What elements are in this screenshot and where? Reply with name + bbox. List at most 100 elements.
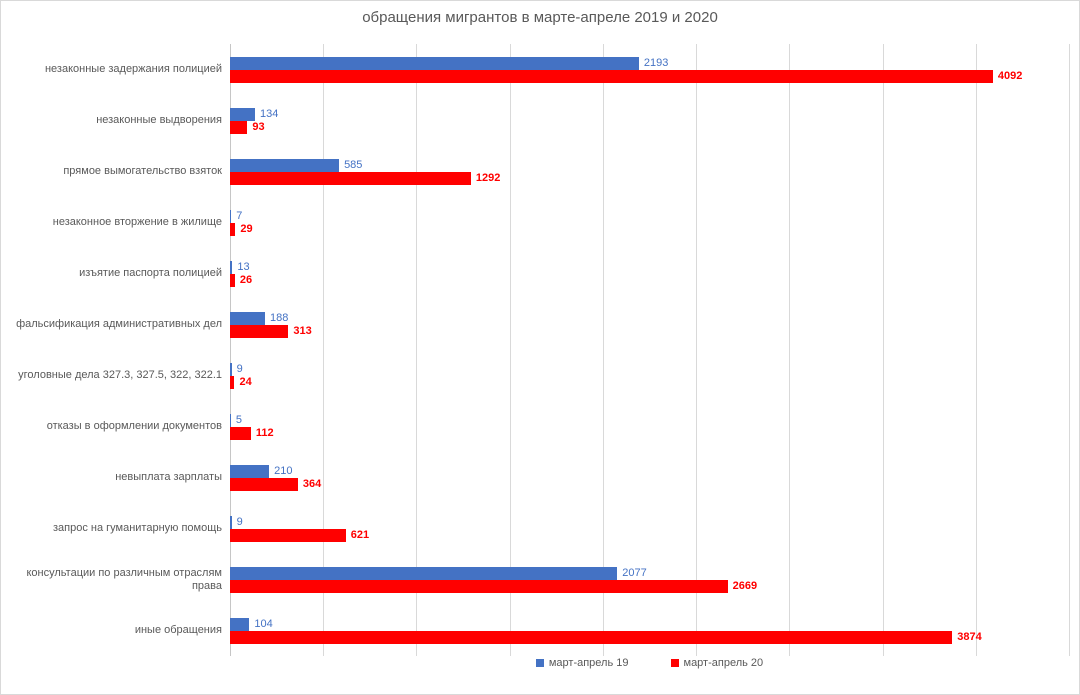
category-label: незаконное вторжение в жилище	[52, 216, 222, 229]
value-label: 621	[350, 529, 370, 541]
barline-series-1: 585	[230, 158, 1069, 172]
value-label: 112	[255, 427, 274, 439]
value-label: 93	[252, 121, 265, 133]
category-row: невыплата зарплаты 210 364	[0, 452, 1080, 503]
legend-item-series-1: март-апрель 19	[535, 657, 629, 669]
bar-март-апрель-19	[230, 464, 270, 478]
bar-март-апрель-20	[230, 579, 728, 593]
gridline	[323, 44, 325, 656]
bar-март-апрель-20	[230, 120, 248, 134]
bar-group: 210 364	[230, 464, 1069, 491]
gridline	[789, 44, 791, 656]
category-label: отказы в оформлении документов	[46, 420, 222, 433]
gridline	[1069, 44, 1070, 656]
value-label: 9	[236, 363, 243, 375]
barline-series-1: 5	[230, 413, 1069, 427]
category-row: прямое вымогательство взяток 585 1292	[0, 146, 1080, 197]
barline-series-2: 1292	[230, 171, 1069, 185]
bar-март-апрель-19	[230, 107, 255, 121]
gridline	[602, 44, 604, 656]
bar-март-апрель-20	[230, 375, 235, 389]
category-label: запрос на гуманитарную помощь	[52, 522, 222, 535]
value-label: 4092	[997, 70, 1023, 82]
bar-group: 104 3874	[230, 617, 1069, 644]
bar-group: 2193 4092	[230, 56, 1069, 83]
value-label: 7	[236, 210, 243, 222]
barline-series-2: 621	[230, 528, 1069, 542]
bar-group: 9 24	[230, 362, 1069, 389]
value-label: 2669	[732, 580, 758, 592]
category-label: невыплата зарплаты	[115, 471, 222, 484]
bar-март-апрель-19	[230, 209, 232, 223]
legend-item-series-2: март-апрель 20	[670, 657, 763, 669]
value-label: 134	[259, 108, 279, 120]
bar-group: 134 93	[230, 107, 1069, 134]
value-label: 2077	[622, 567, 647, 579]
bar-март-апрель-20	[230, 528, 346, 542]
barline-series-1: 210	[230, 464, 1069, 478]
bar-rows: незаконные задержания полицией 2193 4092 не…	[0, 44, 1080, 656]
value-label: 104	[254, 618, 273, 630]
category-row: фальсификация административных дел 188 313	[0, 299, 1080, 350]
bar-март-апрель-19	[230, 56, 639, 70]
barline-series-2: 93	[230, 120, 1069, 134]
barline-series-1: 134	[230, 107, 1069, 121]
value-label: 9	[236, 516, 243, 528]
category-row: незаконные выдворения 134 93	[0, 95, 1080, 146]
bar-март-апрель-19	[230, 158, 340, 172]
category-row: незаконное вторжение в жилище 7 29	[0, 197, 1080, 248]
value-label: 13	[237, 261, 250, 273]
gridline	[416, 44, 418, 656]
bar-group: 5 112	[230, 413, 1069, 440]
category-label: незаконные выдворения	[96, 114, 222, 127]
category-row: уголовные дела 327.3, 327.5, 322, 322.1 9…	[0, 350, 1080, 401]
value-label: 364	[302, 478, 322, 490]
category-row: отказы в оформлении документов 5 112	[0, 401, 1080, 452]
value-label: 2193	[643, 57, 669, 69]
barline-series-1: 13	[230, 260, 1069, 274]
category-axis-line	[230, 44, 231, 656]
barline-series-2: 26	[230, 273, 1069, 287]
category-label: консультации по различным отраслям права	[26, 566, 223, 592]
bar-март-апрель-20	[230, 69, 993, 83]
value-label: 1292	[475, 172, 501, 184]
value-label: 188	[270, 312, 289, 324]
value-label: 585	[344, 159, 363, 171]
barline-series-1: 188	[230, 311, 1069, 325]
barline-series-2: 4092	[230, 69, 1069, 83]
category-label: изъятие паспорта полицией	[79, 267, 222, 280]
bar-group: 585 1292	[230, 158, 1069, 185]
category-label: фальсификация административных дел	[16, 318, 222, 331]
gridline	[975, 44, 977, 656]
barline-series-1: 2077	[230, 566, 1069, 580]
category-row: изъятие паспорта полицией 13 26	[0, 248, 1080, 299]
category-label: иные обращения	[134, 624, 222, 637]
bar-март-апрель-20	[230, 477, 298, 491]
value-label: 26	[239, 274, 253, 286]
bar-март-апрель-19	[230, 413, 231, 427]
plot-area: незаконные задержания полицией 2193 4092 не…	[0, 44, 1080, 656]
bar-март-апрель-19	[230, 566, 618, 580]
value-label: 210	[274, 465, 293, 477]
category-row: незаконные задержания полицией 2193 4092	[0, 44, 1080, 95]
barline-series-1: 7	[230, 209, 1069, 223]
category-label: незаконные задержания полицией	[44, 63, 222, 76]
bar-март-апрель-19	[230, 617, 250, 631]
bar-group: 7 29	[230, 209, 1069, 236]
barline-series-2: 29	[230, 222, 1069, 236]
bar-март-апрель-20	[230, 324, 289, 338]
gridline	[882, 44, 884, 656]
barline-series-2: 24	[230, 375, 1069, 389]
legend-swatch	[670, 659, 679, 667]
value-label: 313	[293, 325, 312, 337]
value-label: 24	[239, 376, 252, 388]
category-label: прямое вымогательство взяток	[63, 165, 222, 178]
legend-swatch	[535, 659, 544, 667]
bar-group: 9 621	[230, 515, 1069, 542]
bar-март-апрель-20	[230, 222, 236, 236]
bar-март-апрель-20	[230, 171, 471, 185]
barline-series-1: 2193	[230, 56, 1069, 70]
value-label: 3874	[957, 631, 982, 643]
bar-март-апрель-19	[230, 362, 232, 376]
value-label: 29	[240, 223, 253, 235]
